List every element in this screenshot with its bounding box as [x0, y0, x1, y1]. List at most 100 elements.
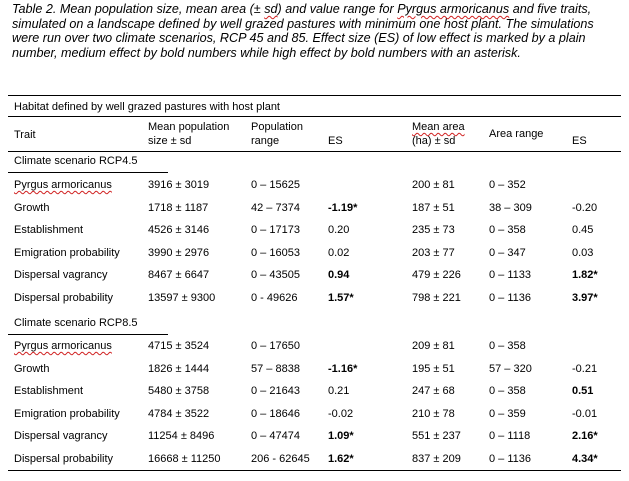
cell-es1: -0.02	[328, 407, 354, 420]
cell-trait: Emigration probability	[14, 407, 120, 420]
cell-es2: 0.03	[572, 246, 594, 259]
caption-rest: and five traits, simulated on a landscap…	[12, 2, 594, 60]
col-header-pop-range-2: range	[251, 135, 280, 147]
col-header-mean-pop-1: Mean population	[148, 121, 230, 133]
caption-species: Pyrgus armoricanus	[397, 2, 510, 16]
cell-trait: Establishment	[14, 385, 84, 398]
cell-mean-pop: 3916 ± 3019	[148, 179, 210, 191]
cell-es2: 3.97*	[572, 292, 598, 304]
cell-es2: -0.20	[572, 201, 598, 214]
cell-es2: 0.51	[572, 385, 594, 398]
cell-es1: 0.21	[328, 385, 350, 398]
table-title-rule	[8, 116, 621, 117]
cell-mean-area: 837 ± 209	[412, 453, 461, 465]
col-header-mean-area-2: (ha) ± sd	[412, 135, 456, 147]
cell-es2: -0.21	[572, 362, 598, 375]
cell-area-range: 0 – 347	[489, 246, 526, 259]
cell-es1: -1.19*	[328, 201, 358, 214]
cell-es1: 0.02	[328, 246, 350, 259]
cell-trait: Dispersal vagrancy	[14, 269, 108, 282]
col-header-trait: Trait	[14, 129, 36, 141]
cell-mean-area: 203 ± 77	[412, 246, 455, 259]
cell-trait: Growth	[14, 201, 50, 214]
cell-mean-area: 479 ± 226	[412, 269, 461, 282]
cell-es1: 1.57*	[328, 292, 354, 304]
col-header-pop-range-1: Population	[251, 121, 303, 133]
cell-pop-range: 0 – 43505	[251, 269, 300, 282]
cell-es1: 0.20	[328, 224, 350, 237]
cell-pop-range: 0 – 21643	[251, 385, 300, 398]
cell-mean-pop: 1826 ± 1444	[148, 362, 210, 375]
cell-area-range: 0 – 1118	[489, 430, 531, 443]
section-label: Climate scenario RCP4.5	[14, 155, 138, 167]
cell-trait: Establishment	[14, 224, 84, 237]
cell-area-range: 0 – 358	[489, 224, 526, 237]
cell-pop-range: 42 – 7374	[251, 201, 300, 214]
cell-mean-area: 235 ± 73	[412, 224, 455, 237]
cell-trait: Dispersal probability	[14, 453, 114, 465]
cell-pop-range: 0 – 47474	[251, 430, 300, 443]
cell-trait: Dispersal probability	[14, 292, 114, 304]
cell-mean-area: 551 ± 237	[412, 430, 461, 443]
cell-area-range: 0 – 359	[489, 407, 526, 420]
section-rule	[8, 172, 168, 173]
table-bottom-rule	[8, 470, 621, 471]
cell-area-range: 0 – 1136	[489, 292, 532, 304]
cell-trait: Pyrgus armoricanus	[14, 340, 112, 352]
cell-mean-pop: 3990 ± 2976	[148, 246, 210, 259]
cell-trait: Emigration probability	[14, 246, 120, 259]
caption-sd: sd	[264, 2, 278, 16]
cell-pop-range: 0 – 15625	[251, 179, 300, 191]
cell-es2: 2.16*	[572, 430, 598, 443]
cell-es2: -0.01	[572, 407, 598, 420]
cell-pop-range: 57 – 8838	[251, 362, 300, 375]
caption-mid: ) and value range for	[277, 2, 398, 16]
col-header-mean-pop-2: size ± sd	[148, 135, 192, 147]
col-header-mean-area-1: Mean area	[412, 121, 465, 133]
section-rule	[8, 334, 168, 335]
cell-mean-pop: 16668 ± 11250	[148, 453, 221, 465]
cell-mean-pop: 11254 ± 8496	[148, 430, 215, 443]
cell-mean-area: 209 ± 81	[412, 340, 455, 352]
cell-mean-area: 187 ± 51	[412, 201, 455, 214]
table-caption: Table 2. Mean population size, mean area…	[12, 2, 618, 60]
cell-area-range: 0 – 358	[489, 385, 526, 398]
cell-mean-area: 247 ± 68	[412, 385, 455, 398]
cell-mean-pop: 4526 ± 3146	[148, 224, 210, 237]
cell-mean-pop: 4715 ± 3524	[148, 340, 210, 352]
col-header-es-area: ES	[572, 135, 587, 147]
caption-prefix: Table 2. Mean population size, mean area…	[12, 2, 265, 16]
cell-pop-range: 0 - 49626	[251, 292, 298, 304]
cell-mean-pop: 5480 ± 3758	[148, 385, 210, 398]
table-title: Habitat defined by well grazed pastures …	[14, 101, 280, 113]
cell-area-range: 0 – 352	[489, 179, 526, 191]
cell-trait: Dispersal vagrancy	[14, 430, 108, 443]
cell-mean-pop: 13597 ± 9300	[148, 292, 216, 304]
cell-area-range: 0 – 358	[489, 340, 526, 352]
cell-pop-range: 0 – 17650	[251, 340, 300, 352]
cell-area-range: 38 – 309	[489, 201, 532, 214]
cell-area-range: 57 – 320	[489, 362, 532, 375]
cell-es2: 0.45	[572, 224, 594, 237]
cell-es1: 1.62*	[328, 453, 354, 465]
col-header-es-pop: ES	[328, 135, 343, 147]
cell-area-range: 0 – 1136	[489, 453, 532, 465]
cell-mean-area: 798 ± 221	[412, 292, 461, 304]
col-header-area-range: Area range	[489, 128, 544, 140]
cell-trait: Pyrgus armoricanus	[14, 179, 112, 191]
cell-mean-pop: 8467 ± 6647	[148, 269, 210, 282]
header-rule	[8, 151, 621, 152]
cell-es1: 1.09*	[328, 430, 354, 443]
cell-mean-area: 210 ± 78	[412, 407, 455, 420]
cell-mean-pop: 1718 ± 1187	[148, 201, 209, 214]
cell-es2: 1.82*	[572, 269, 598, 282]
cell-es2: 4.34*	[572, 453, 598, 465]
cell-area-range: 0 – 1133	[489, 269, 532, 282]
cell-es1: 0.94	[328, 269, 350, 282]
cell-trait: Growth	[14, 362, 50, 375]
cell-mean-pop: 4784 ± 3522	[148, 407, 210, 420]
cell-pop-range: 0 – 17173	[251, 224, 300, 237]
cell-mean-area: 200 ± 81	[412, 179, 455, 191]
cell-pop-range: 0 – 16053	[251, 246, 300, 259]
cell-mean-area: 195 ± 51	[412, 362, 455, 375]
